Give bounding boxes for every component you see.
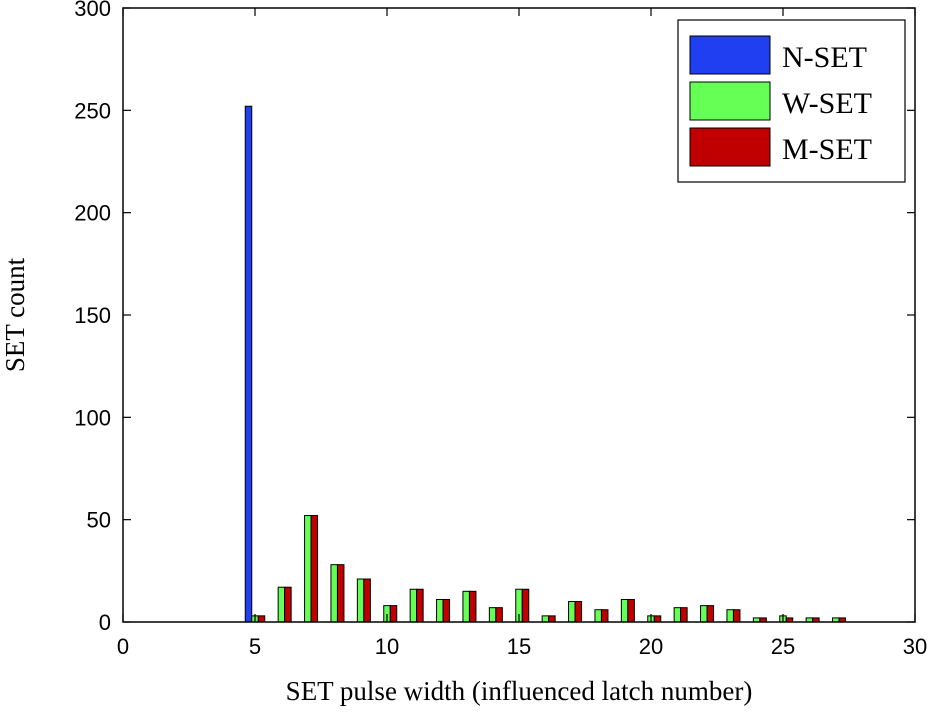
bar-m-set-23 bbox=[732, 609, 741, 623]
bar-m-set-11 bbox=[416, 588, 424, 623]
bar-m-set-6 bbox=[284, 586, 292, 623]
bar-m-set-7 bbox=[310, 515, 319, 623]
x-tick-label-5: 5 bbox=[249, 634, 261, 659]
plot-frame bbox=[122, 7, 916, 623]
legend-swatch-w-set bbox=[689, 81, 771, 121]
x-tick-label-0: 0 bbox=[117, 634, 129, 659]
bar-m-set-14 bbox=[495, 607, 503, 623]
bar-w-set-17 bbox=[568, 601, 576, 623]
bar-w-set-6 bbox=[277, 586, 286, 623]
bar-w-set-19 bbox=[620, 598, 629, 623]
x-axis-label: SET pulse width (influenced latch number… bbox=[286, 676, 753, 706]
bar-m-set-19 bbox=[627, 598, 635, 623]
bar-w-set-11 bbox=[409, 588, 418, 623]
bar-m-set-8 bbox=[336, 564, 345, 623]
bar-m-set-9 bbox=[363, 578, 371, 623]
bar-w-set-14 bbox=[488, 607, 497, 623]
legend: N-SET W-SET M-SET bbox=[677, 19, 906, 183]
legend-label-m-set: M-SET bbox=[782, 133, 872, 166]
bar-w-set-7 bbox=[304, 515, 312, 623]
legend-label-n-set: N-SET bbox=[782, 41, 867, 74]
bar-w-set-9 bbox=[356, 578, 365, 623]
bar-w-set-23 bbox=[726, 609, 734, 623]
x-tick-label-10: 10 bbox=[375, 634, 399, 659]
bar-m-set-22 bbox=[706, 605, 715, 623]
bar-m-set-13 bbox=[468, 590, 477, 623]
y-tick-label-200: 200 bbox=[74, 201, 111, 226]
bar-m-set-5 bbox=[257, 615, 266, 623]
bar-m-set-15 bbox=[521, 588, 530, 623]
bar-m-set-12 bbox=[442, 598, 451, 623]
bar-w-set-21 bbox=[673, 607, 682, 623]
bar-m-set-16 bbox=[548, 615, 556, 623]
x-tick-label-30: 30 bbox=[903, 634, 927, 659]
bar-w-set-22 bbox=[700, 605, 708, 623]
bar-m-set-17 bbox=[574, 601, 583, 623]
y-axis-label: SET count bbox=[0, 257, 30, 372]
x-tick-label-20: 20 bbox=[639, 634, 663, 659]
legend-label-w-set: W-SET bbox=[782, 87, 872, 120]
y-tick-label-100: 100 bbox=[74, 405, 111, 430]
x-tick-label-15: 15 bbox=[507, 634, 531, 659]
bar-w-set-18 bbox=[594, 609, 602, 623]
y-tick-label-250: 250 bbox=[74, 98, 111, 123]
bar-w-set-12 bbox=[436, 598, 444, 623]
legend-swatch-n-set bbox=[689, 35, 771, 75]
bar-m-set-10 bbox=[389, 605, 398, 623]
bar-w-set-16 bbox=[541, 615, 550, 623]
bar-m-set-21 bbox=[680, 607, 688, 623]
bar-w-set-13 bbox=[462, 590, 470, 623]
bar-w-set-8 bbox=[330, 564, 338, 623]
legend-swatch-m-set bbox=[689, 127, 771, 167]
bar-m-set-20 bbox=[653, 615, 662, 623]
y-tick-label-50: 50 bbox=[87, 508, 111, 533]
x-tick-label-25: 25 bbox=[771, 634, 795, 659]
bar-m-set-18 bbox=[600, 609, 609, 623]
y-tick-label-0: 0 bbox=[99, 610, 111, 635]
bar-n-set-5 bbox=[244, 105, 253, 623]
y-tick-label-150: 150 bbox=[74, 303, 111, 328]
y-tick-label-300: 300 bbox=[74, 0, 111, 21]
